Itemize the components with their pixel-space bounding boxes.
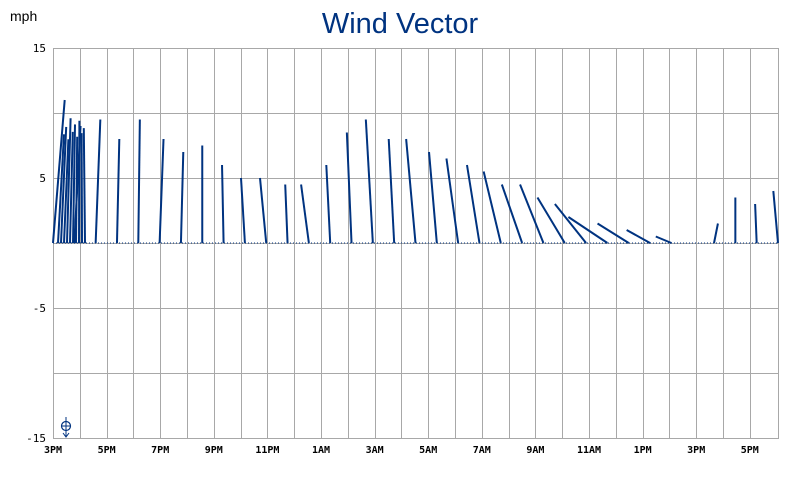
wind-vector bbox=[519, 184, 545, 244]
y-tick-label: 15 bbox=[33, 42, 46, 55]
wind-vector bbox=[567, 216, 608, 244]
wind-vector bbox=[221, 164, 225, 244]
wind-vector bbox=[115, 138, 121, 244]
wind-vector bbox=[466, 164, 481, 244]
wind-vector bbox=[300, 184, 310, 244]
wind-vector bbox=[405, 138, 417, 244]
wind-vector bbox=[137, 119, 141, 244]
wind-vector bbox=[345, 132, 353, 244]
wind-vector bbox=[179, 151, 185, 244]
wind-vector bbox=[428, 151, 438, 244]
x-tick-label: 11PM bbox=[255, 445, 279, 456]
wind-vector bbox=[655, 235, 672, 244]
wind-direction-icon bbox=[60, 417, 72, 438]
wind-vector bbox=[94, 119, 102, 244]
wind-vector bbox=[713, 223, 719, 244]
wind-vector bbox=[364, 119, 374, 244]
wind-vector bbox=[284, 184, 289, 244]
wind-vector bbox=[66, 118, 72, 244]
wind-vector bbox=[597, 222, 630, 244]
x-tick-label: 5PM bbox=[741, 445, 759, 456]
chart-title: Wind Vector bbox=[322, 8, 479, 40]
wind-vector bbox=[60, 126, 68, 244]
x-tick-label: 9PM bbox=[205, 445, 223, 456]
x-tick-labels: 3PM 5PM 7PM 9PM 11PM 1AM 3AM 5AM 7AM 9AM 11AM 1PM 3P… bbox=[44, 445, 759, 456]
wind-vector bbox=[626, 229, 651, 244]
x-tick-label: 9AM bbox=[526, 445, 544, 456]
x-tick-label: 5PM bbox=[98, 445, 116, 456]
wind-vector bbox=[772, 190, 779, 244]
wind-vector bbox=[482, 171, 502, 244]
y-tick-label: 5 bbox=[39, 172, 46, 185]
wind-vector bbox=[445, 158, 460, 244]
x-tick-label: 3PM bbox=[44, 445, 62, 456]
y-tick-labels: 15 5 -5 -15 bbox=[26, 42, 46, 445]
wind-vector bbox=[72, 124, 76, 244]
wind-vector bbox=[258, 177, 268, 244]
wind-vector bbox=[754, 203, 758, 244]
wind-vector bbox=[82, 128, 86, 244]
x-tick-label: 7PM bbox=[151, 445, 169, 456]
wind-vector bbox=[69, 131, 74, 244]
wind-vector bbox=[387, 138, 396, 244]
wind-vector bbox=[500, 184, 524, 244]
wind-vector bbox=[158, 138, 165, 244]
wind-vector bbox=[57, 134, 65, 244]
x-tick-label: 3AM bbox=[366, 445, 384, 456]
x-tick-label: 11AM bbox=[577, 445, 601, 456]
x-tick-label: 1AM bbox=[312, 445, 330, 456]
wind-vector bbox=[325, 164, 332, 244]
wind-vector bbox=[63, 139, 70, 244]
y-tick-label: -15 bbox=[26, 432, 46, 445]
wind-vector bbox=[52, 99, 66, 244]
wind-vector bbox=[536, 196, 566, 244]
wind-vector bbox=[240, 177, 246, 244]
y-tick-label: -5 bbox=[33, 302, 46, 315]
wind-vector bbox=[554, 203, 587, 244]
y-axis-unit-label: mph bbox=[10, 8, 37, 24]
x-tick-label: 7AM bbox=[473, 445, 491, 456]
x-tick-label: 3PM bbox=[687, 445, 705, 456]
x-tick-label: 5AM bbox=[419, 445, 437, 456]
wind-vectors bbox=[52, 99, 779, 244]
wind-vector bbox=[75, 136, 79, 244]
x-tick-label: 1PM bbox=[634, 445, 652, 456]
